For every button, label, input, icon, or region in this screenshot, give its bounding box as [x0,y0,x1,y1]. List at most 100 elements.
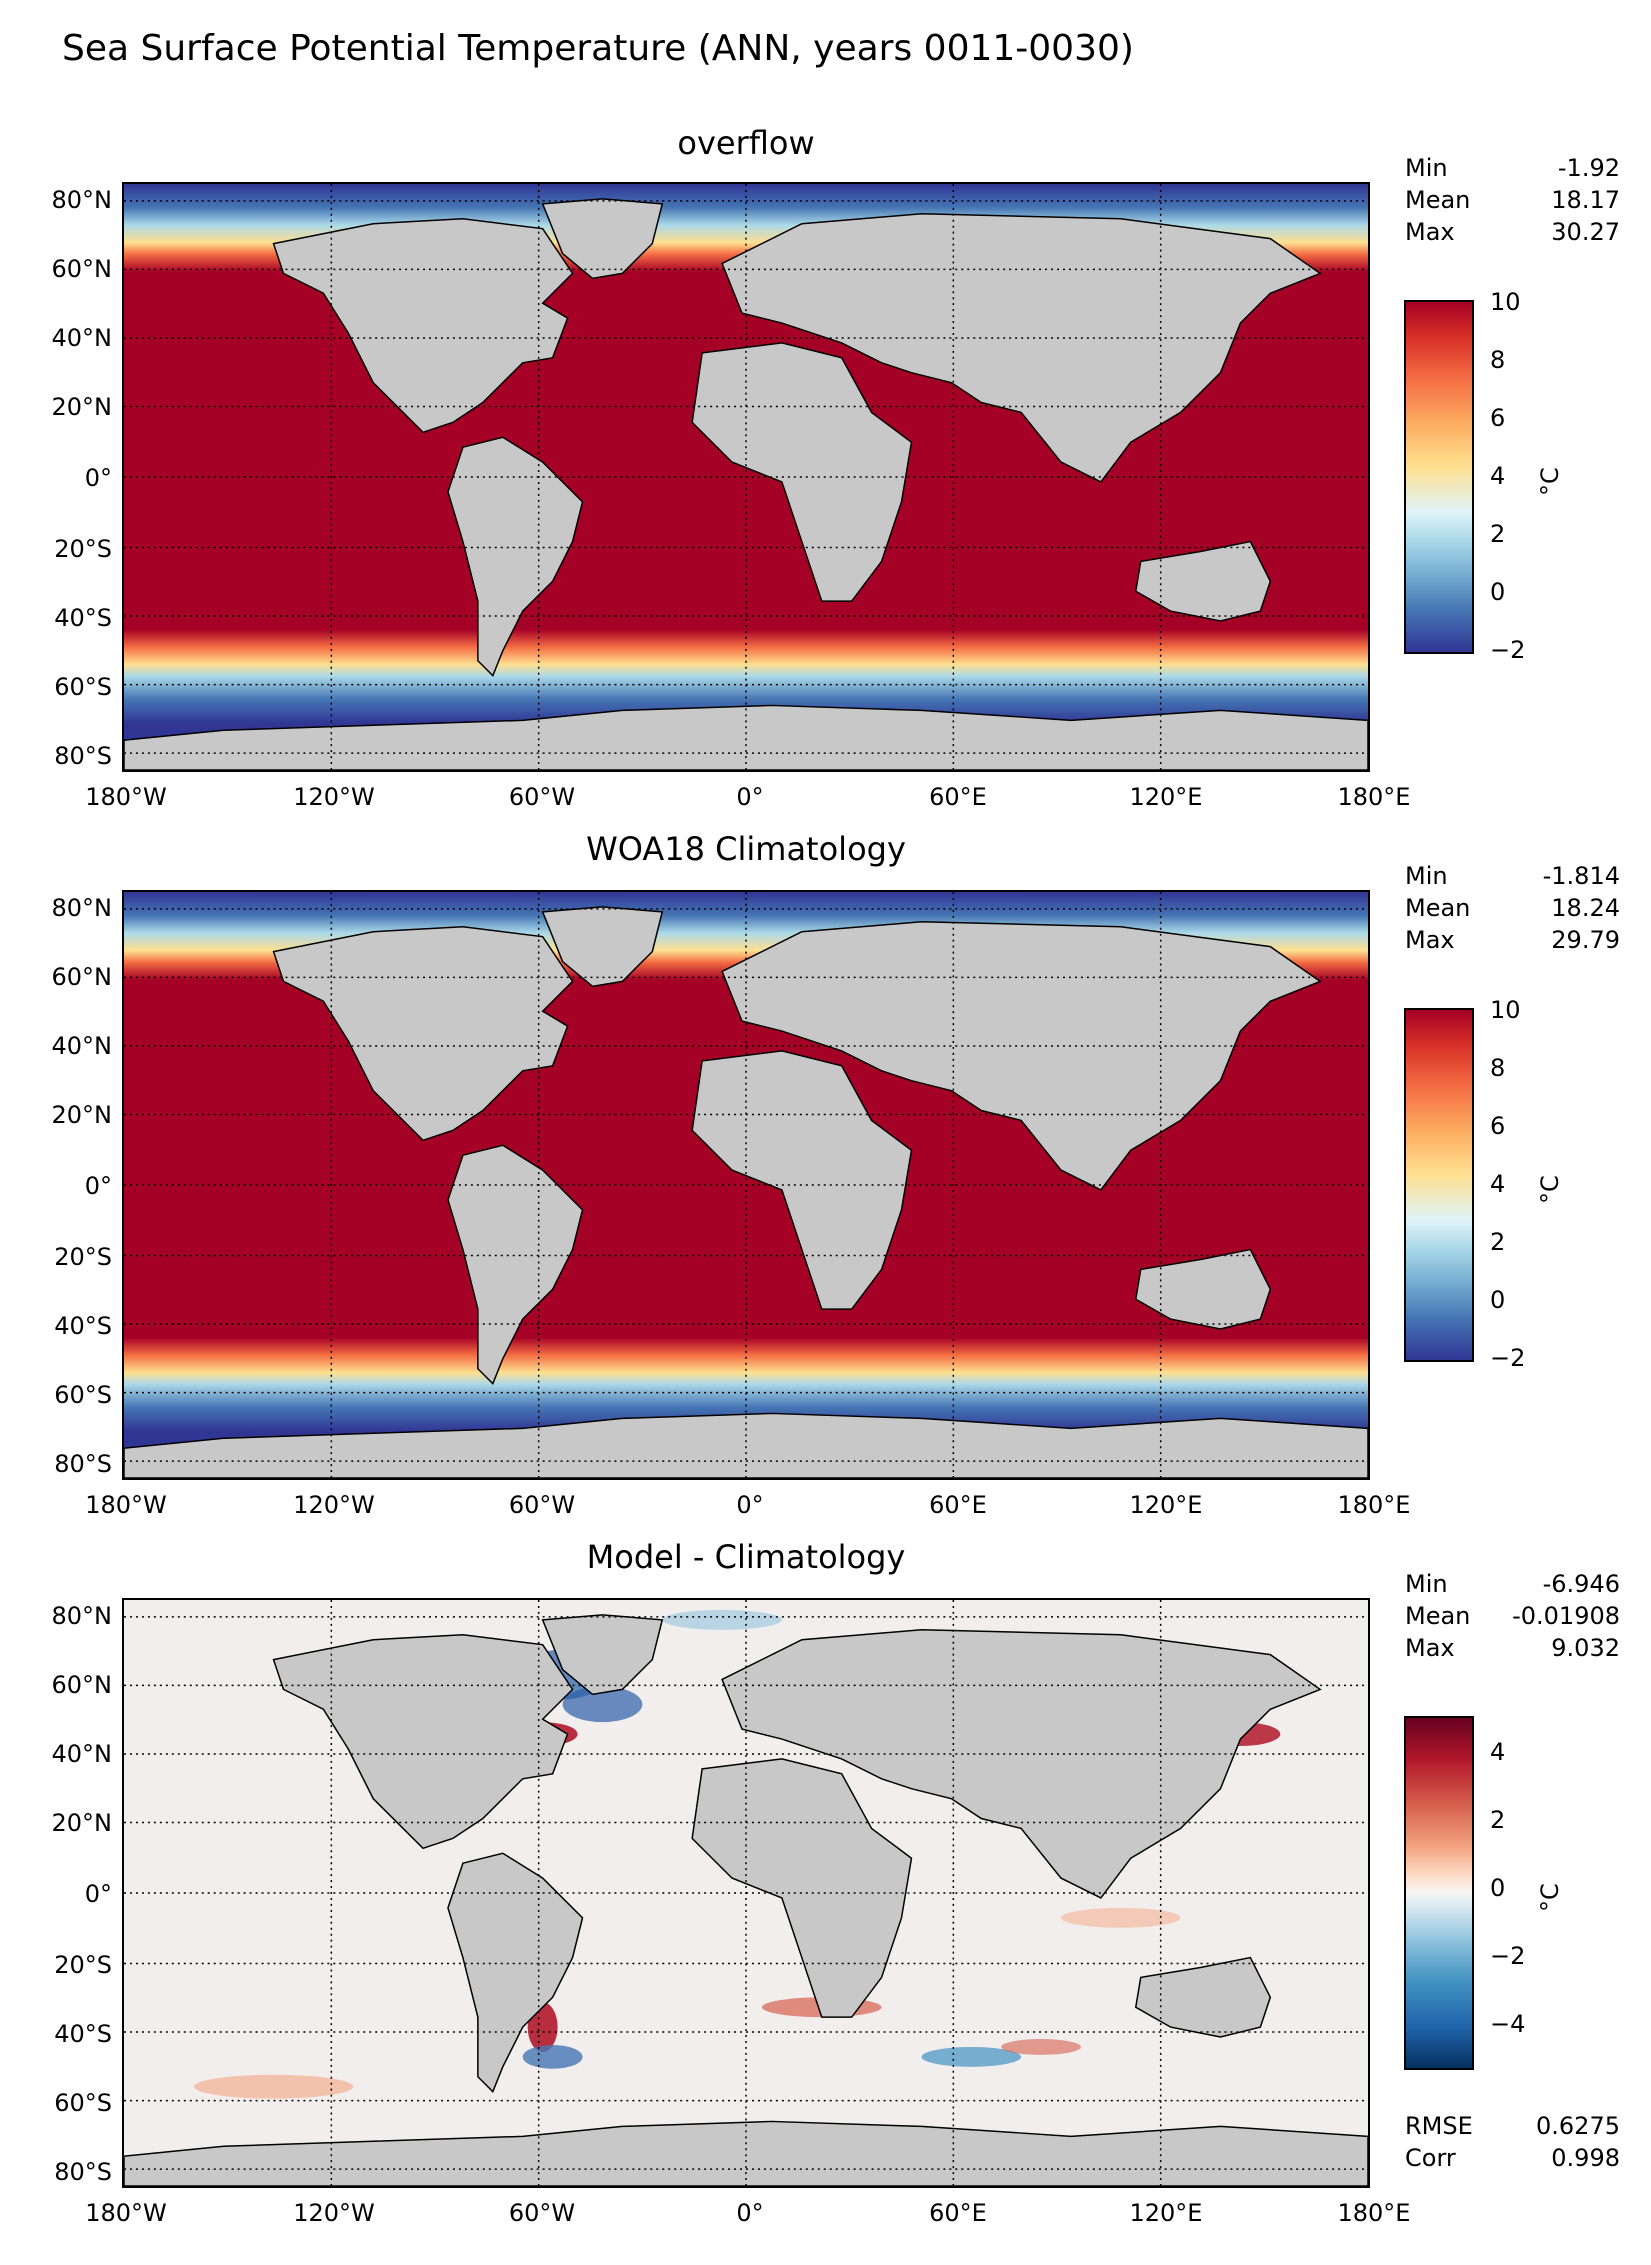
lat-tick: 40°N [51,324,113,352]
stat-value: 30.27 [1551,218,1620,246]
stat-value: 29.79 [1551,926,1620,954]
lat-tick: 60°N [51,255,113,283]
lon-tick: 180°W [85,1491,167,1519]
stats-overflow: Min -1.92 Mean 18.17 Max 30.27 [1405,152,1620,248]
lon-tick: 120°E [1129,2199,1203,2227]
stats-difference: Min -6.946 Mean -0.01908 Max 9.032 [1405,1568,1620,1664]
lat-tick: 60°N [51,1671,113,1699]
colorbar-tick: 6 [1490,404,1506,432]
lat-tick: 40°S [54,604,112,632]
lon-tick: 60°E [929,2199,987,2227]
lat-tick: 60°S [54,2089,112,2117]
panel-title-overflow: overflow [677,124,815,162]
lon-tick: 60°W [508,783,576,811]
colorbar-tick: −2 [1490,636,1526,664]
colorbar-tick: 2 [1490,1228,1506,1256]
map-difference [122,1598,1370,2188]
stat-label: Mean [1405,186,1471,214]
stat-label: Mean [1405,1602,1471,1630]
lat-tick: 80°N [51,1602,113,1630]
stat-label: Min [1405,1570,1448,1598]
stat-label: Corr [1405,2144,1456,2172]
lat-tick: 20°N [51,1809,113,1837]
lat-tick: 40°S [54,1312,112,1340]
colorbar-tick: 4 [1490,462,1506,490]
lat-tick: 60°S [54,1381,112,1409]
figure-title: Sea Surface Potential Temperature (ANN, … [62,28,1134,69]
map-climatology [122,890,1370,1480]
lat-tick: 80°S [54,1450,112,1478]
lat-tick: 80°N [51,186,113,214]
colorbar-tick: 2 [1490,1806,1506,1834]
lon-tick: 120°W [293,1491,375,1519]
stat-label: Max [1405,926,1455,954]
stat-label: Min [1405,862,1448,890]
colorbar-tick: −4 [1490,2010,1526,2038]
lon-tick: 60°W [508,1491,576,1519]
lon-tick: 180°E [1337,2199,1411,2227]
colorbar-tick: −2 [1490,1942,1526,1970]
colorbar-tick: −2 [1490,1344,1526,1372]
stat-value: -6.946 [1542,1570,1620,1598]
lon-tick: 60°E [929,783,987,811]
lon-tick: 0° [736,783,764,811]
stat-value: 9.032 [1551,1634,1620,1662]
colorbar-tick: 8 [1490,1054,1506,1082]
lat-tick: 0° [84,1172,112,1200]
stat-value: 18.17 [1551,186,1620,214]
colorbar-tick: 10 [1490,288,1521,316]
stat-label: Max [1405,218,1455,246]
lon-tick: 180°W [85,783,167,811]
lat-tick: 40°N [51,1032,113,1060]
lon-tick: 120°E [1129,1491,1203,1519]
lon-tick: 60°W [508,2199,576,2227]
stat-value: 18.24 [1551,894,1620,922]
stat-label: RMSE [1405,2112,1473,2140]
panel-title-climatology: WOA18 Climatology [586,830,906,868]
colorbar-tick: 2 [1490,520,1506,548]
stat-label: Mean [1405,894,1471,922]
colorbar-tick: 4 [1490,1170,1506,1198]
lon-tick: 120°W [293,783,375,811]
lat-tick: 20°N [51,1101,113,1129]
panel-title-difference: Model - Climatology [586,1538,906,1576]
colorbar-unit: °C [1536,1883,1564,1912]
lat-tick: 80°N [51,894,113,922]
lon-tick: 120°W [293,2199,375,2227]
lat-tick: 20°N [51,393,113,421]
colorbar-tick: 4 [1490,1738,1506,1766]
colorbar-difference [1404,1716,1474,2070]
stat-value: 0.998 [1551,2144,1620,2172]
lat-tick: 20°S [54,1951,112,1979]
colorbar-tick: 0 [1490,578,1506,606]
colorbar-tick: 10 [1490,996,1521,1024]
stat-value: -0.01908 [1512,1602,1620,1630]
colorbar-overflow [1404,300,1474,654]
lat-tick: 80°S [54,2158,112,2186]
lat-tick: 20°S [54,535,112,563]
stat-label: Max [1405,1634,1455,1662]
stat-value: -1.814 [1542,862,1620,890]
colorbar-tick: 6 [1490,1112,1506,1140]
colorbar-unit: °C [1536,467,1564,496]
lon-tick: 0° [736,2199,764,2227]
colorbar-tick: 0 [1490,1874,1506,1902]
colorbar-tick: 8 [1490,346,1506,374]
lon-tick: 180°E [1337,783,1411,811]
lon-tick: 180°E [1337,1491,1411,1519]
lat-tick: 60°S [54,673,112,701]
lat-tick: 40°N [51,1740,113,1768]
colorbar-tick: 0 [1490,1286,1506,1314]
lat-tick: 20°S [54,1243,112,1271]
lat-tick: 0° [84,1880,112,1908]
lon-tick: 0° [736,1491,764,1519]
colorbar-climatology [1404,1008,1474,1362]
stats-rmse-corr: RMSE 0.6275 Corr 0.998 [1405,2110,1620,2174]
lon-tick: 60°E [929,1491,987,1519]
lat-tick: 60°N [51,963,113,991]
colorbar-unit: °C [1536,1175,1564,1204]
stat-value: -1.92 [1557,154,1620,182]
stat-label: Min [1405,154,1448,182]
stats-climatology: Min -1.814 Mean 18.24 Max 29.79 [1405,860,1620,956]
lat-tick: 40°S [54,2020,112,2048]
